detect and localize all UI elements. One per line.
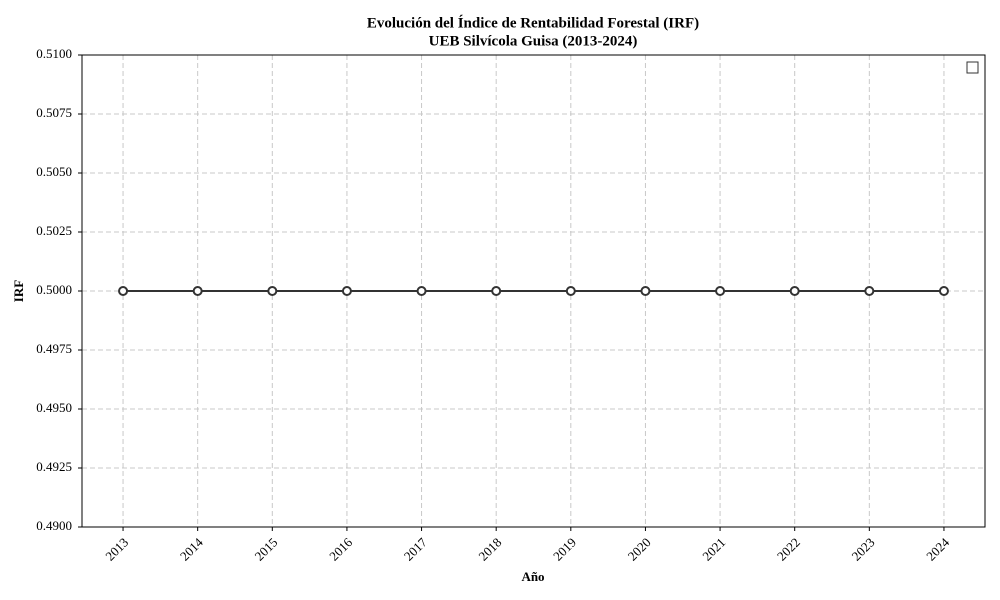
marker: [491, 286, 502, 296]
chart-subtitle: UEB Silvícola Guisa (2013-2024): [429, 33, 638, 49]
marker: [640, 286, 651, 296]
marker: [938, 286, 949, 296]
x-axis-label: Año: [521, 569, 544, 584]
y-tick-label: 0.5025: [36, 223, 72, 238]
chart-title: Evolución del Índice de Rentabilidad For…: [367, 14, 699, 31]
y-tick-label: 0.4950: [36, 400, 72, 415]
marker: [864, 286, 875, 296]
marker: [192, 286, 203, 296]
y-tick-label: 0.5050: [36, 164, 72, 179]
plot-layer: 0.4900 0.4925 0.4950 0.4975 0.5000 0.5025 0.50…: [36, 46, 985, 564]
y-tick-label: 0.5100: [36, 46, 72, 61]
y-tick-label: 0.5075: [36, 105, 72, 120]
y-tick-label: 0.4900: [36, 518, 72, 533]
y-axis-label: IRF: [11, 280, 26, 302]
marker: [565, 286, 576, 296]
marker: [118, 286, 129, 296]
legend-box: [966, 61, 979, 74]
y-tick-label: 0.5000: [36, 282, 72, 297]
marker: [341, 286, 352, 296]
y-tick-label: 0.4925: [36, 459, 72, 474]
marker: [715, 286, 726, 296]
marker: [416, 286, 427, 296]
y-tick-label: 0.4975: [36, 341, 72, 356]
marker: [267, 286, 278, 296]
marker: [789, 286, 800, 296]
plot-frame: [81, 54, 986, 528]
